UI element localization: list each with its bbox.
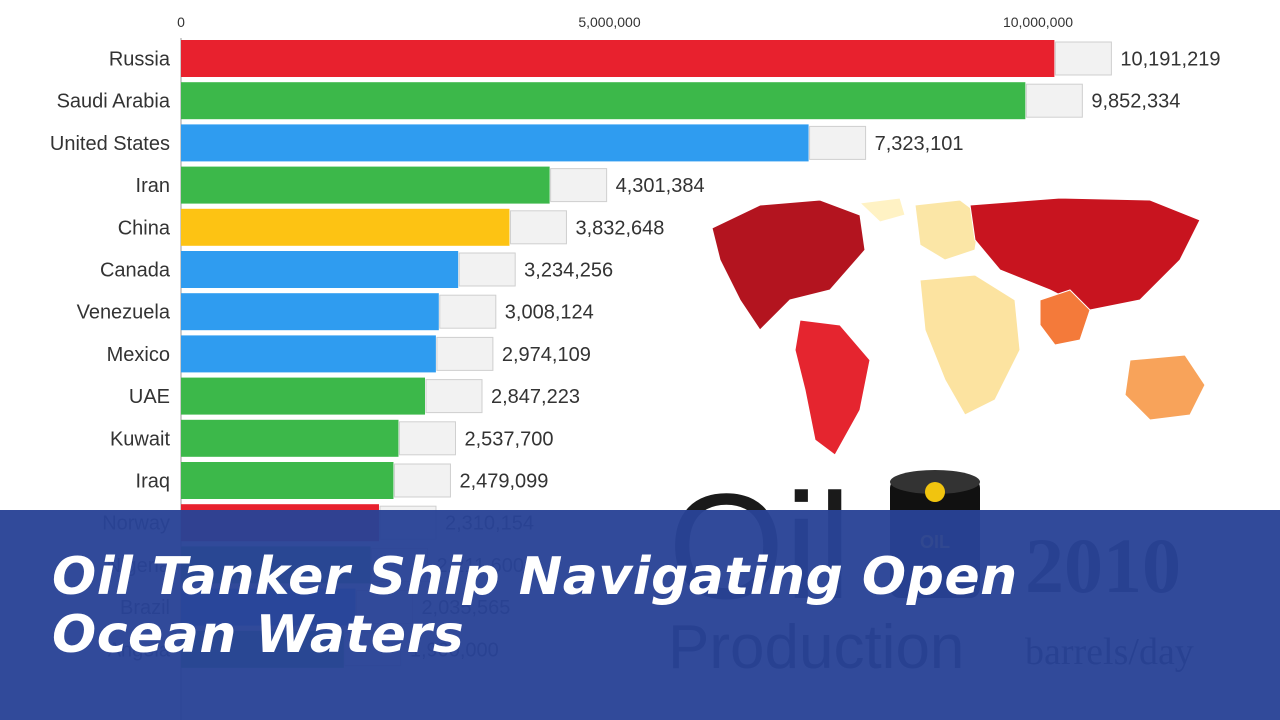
category-label: Canada [100, 260, 171, 282]
map-region-4 [919, 274, 1021, 416]
map-region-6 [1124, 354, 1206, 421]
map-region-7 [858, 197, 906, 223]
value-label: 2,847,223 [491, 386, 580, 408]
value-label: 9,852,334 [1091, 91, 1180, 113]
value-label: 2,974,109 [502, 344, 591, 366]
bar-row-iraq: Iraq 2,479,099 [136, 462, 548, 499]
flag-mexico-icon [436, 336, 494, 371]
category-label: Venezuela [77, 302, 171, 324]
bar-iran [181, 166, 550, 204]
bar-row-uae: UAE 2,847,223 [129, 377, 580, 415]
map-region-3 [969, 197, 1201, 311]
caption-banner [0, 510, 1280, 720]
bar-iraq [181, 462, 394, 499]
flag-kuwait-icon [398, 421, 456, 456]
flag-saudi-arabia-icon [1025, 83, 1083, 118]
flag-united-states-icon [809, 125, 867, 160]
bar-row-saudi-arabia: Saudi Arabia 9,852,334 [57, 82, 1180, 120]
bar-row-venezuela: Venezuela 3,008,124 [77, 293, 594, 331]
category-label: Mexico [107, 344, 170, 366]
value-label: 2,479,099 [459, 471, 548, 493]
bar-row-canada: Canada 3,234,256 [100, 251, 613, 288]
map-region-2 [914, 199, 981, 261]
bar-china [181, 208, 510, 246]
flag-iraq-icon [393, 463, 451, 498]
caption-title: Oil Tanker Ship Navigating Open Ocean Wa… [52, 547, 1018, 665]
value-label: 7,323,101 [875, 133, 964, 155]
bar-russia [181, 40, 1055, 77]
value-label: 4,301,384 [616, 175, 705, 197]
category-label: China [118, 217, 171, 239]
category-label: Russia [109, 49, 171, 71]
bar-row-kuwait: Kuwait 2,537,700 [110, 419, 553, 457]
map-region-0 [711, 199, 866, 331]
value-label: 3,234,256 [524, 260, 613, 282]
flag-venezuela-icon [439, 294, 497, 329]
value-label: 10,191,219 [1120, 49, 1220, 71]
bar-saudi-arabia [181, 82, 1026, 120]
flag-china-icon [509, 210, 567, 245]
flag-russia-icon [1054, 41, 1112, 76]
category-label: United States [50, 133, 170, 155]
bar-row-iran: Iran 4,301,384 [136, 166, 705, 204]
category-label: Iran [136, 175, 170, 197]
x-tick-label: 10,000,000 [1003, 14, 1073, 30]
bar-row-united-states: United States 7,323,101 [50, 124, 964, 162]
world-map-illustration [711, 197, 1206, 456]
x-tick-label: 0 [177, 14, 185, 30]
value-label: 2,537,700 [464, 428, 553, 450]
bar-canada [181, 251, 459, 288]
bar-row-china: China 3,832,648 [118, 208, 664, 246]
category-label: Iraq [136, 471, 170, 493]
bar-mexico [181, 335, 436, 373]
bar-row-mexico: Mexico 2,974,109 [107, 335, 591, 373]
flag-canada-icon [458, 252, 516, 287]
value-label: 3,832,648 [575, 217, 664, 239]
flag-iran-icon [550, 168, 608, 203]
barrel-drop [925, 482, 945, 502]
category-label: UAE [129, 386, 170, 408]
bar-uae [181, 377, 426, 415]
x-tick-label: 5,000,000 [578, 14, 640, 30]
bar-row-russia: Russia 10,191,219 [109, 40, 1220, 77]
bar-kuwait [181, 419, 399, 457]
map-region-5 [1039, 289, 1091, 346]
value-label: 3,008,124 [505, 302, 594, 324]
bar-united-states [181, 124, 809, 162]
bar-venezuela [181, 293, 439, 331]
category-label: Kuwait [110, 428, 170, 450]
flag-uae-icon [425, 379, 483, 414]
map-region-1 [794, 319, 871, 456]
category-label: Saudi Arabia [57, 91, 171, 113]
